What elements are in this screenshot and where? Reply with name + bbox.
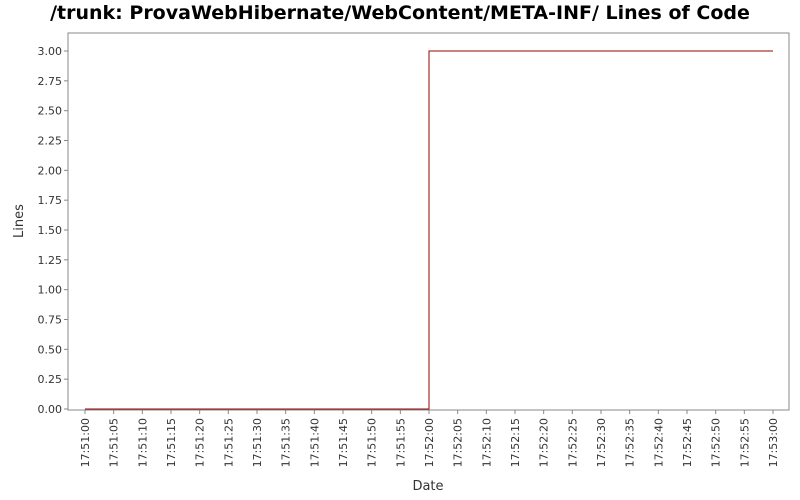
series-layer: [85, 50, 773, 410]
x-axis-label: Date: [412, 479, 443, 494]
x-tick-label: 17:51:40: [308, 418, 321, 467]
x-axis: 17:51:00 17:51:05 17:51:10 17:51:15 17:51:20…: [79, 410, 780, 467]
y-tick-label: 0.75: [38, 314, 63, 327]
x-tick-label: 17:51:05: [108, 418, 121, 467]
y-tick-label: 2.00: [38, 164, 63, 177]
x-tick-label: 17:52:05: [452, 418, 465, 467]
y-tick-label: 2.25: [38, 135, 63, 148]
x-tick-label: 17:52:45: [681, 418, 694, 467]
x-tick-label: 17:52:50: [710, 418, 723, 467]
y-axis: 0.00 0.25 0.50 0.75 1.00 1.25 1.50 1.75 2.00 2.25…: [38, 45, 68, 416]
x-tick-label: 17:52:25: [566, 418, 579, 467]
x-tick-label: 17:52:20: [538, 418, 551, 467]
chart-title: /trunk: ProvaWebHibernate/WebContent/MET…: [50, 2, 750, 24]
x-tick-label: 17:51:10: [136, 418, 149, 467]
y-axis-label: Lines: [12, 204, 27, 238]
y-tick-label: 3.00: [38, 45, 63, 58]
y-tick-label: 0.00: [38, 403, 63, 416]
y-tick-label: 1.75: [38, 194, 63, 207]
x-tick-label: 17:51:25: [222, 418, 235, 467]
x-tick-label: 17:51:00: [79, 418, 92, 467]
y-tick-label: 0.25: [38, 373, 63, 386]
x-tick-label: 17:51:35: [280, 418, 293, 467]
x-tick-label: 17:52:00: [423, 418, 436, 467]
y-tick-label: 1.50: [38, 224, 63, 237]
x-tick-label: 17:51:30: [251, 418, 264, 467]
series-line: [85, 50, 773, 410]
x-tick-label: 17:52:15: [509, 418, 522, 467]
x-tick-label: 17:51:20: [194, 418, 207, 467]
x-tick-label: 17:52:30: [595, 418, 608, 467]
x-tick-label: 17:52:35: [624, 418, 637, 467]
x-tick-label: 17:53:00: [767, 418, 780, 467]
x-tick-label: 17:52:40: [652, 418, 665, 467]
x-tick-label: 17:52:55: [738, 418, 751, 467]
y-tick-label: 0.50: [38, 343, 63, 356]
y-tick-label: 2.75: [38, 75, 63, 88]
x-tick-label: 17:51:45: [337, 418, 350, 467]
x-tick-label: 17:52:10: [480, 418, 493, 467]
y-tick-label: 1.00: [38, 284, 63, 297]
x-tick-label: 17:51:15: [165, 418, 178, 467]
y-tick-label: 2.50: [38, 105, 63, 118]
x-tick-label: 17:51:50: [366, 418, 379, 467]
x-tick-label: 17:51:55: [394, 418, 407, 467]
y-tick-label: 1.25: [38, 254, 63, 267]
